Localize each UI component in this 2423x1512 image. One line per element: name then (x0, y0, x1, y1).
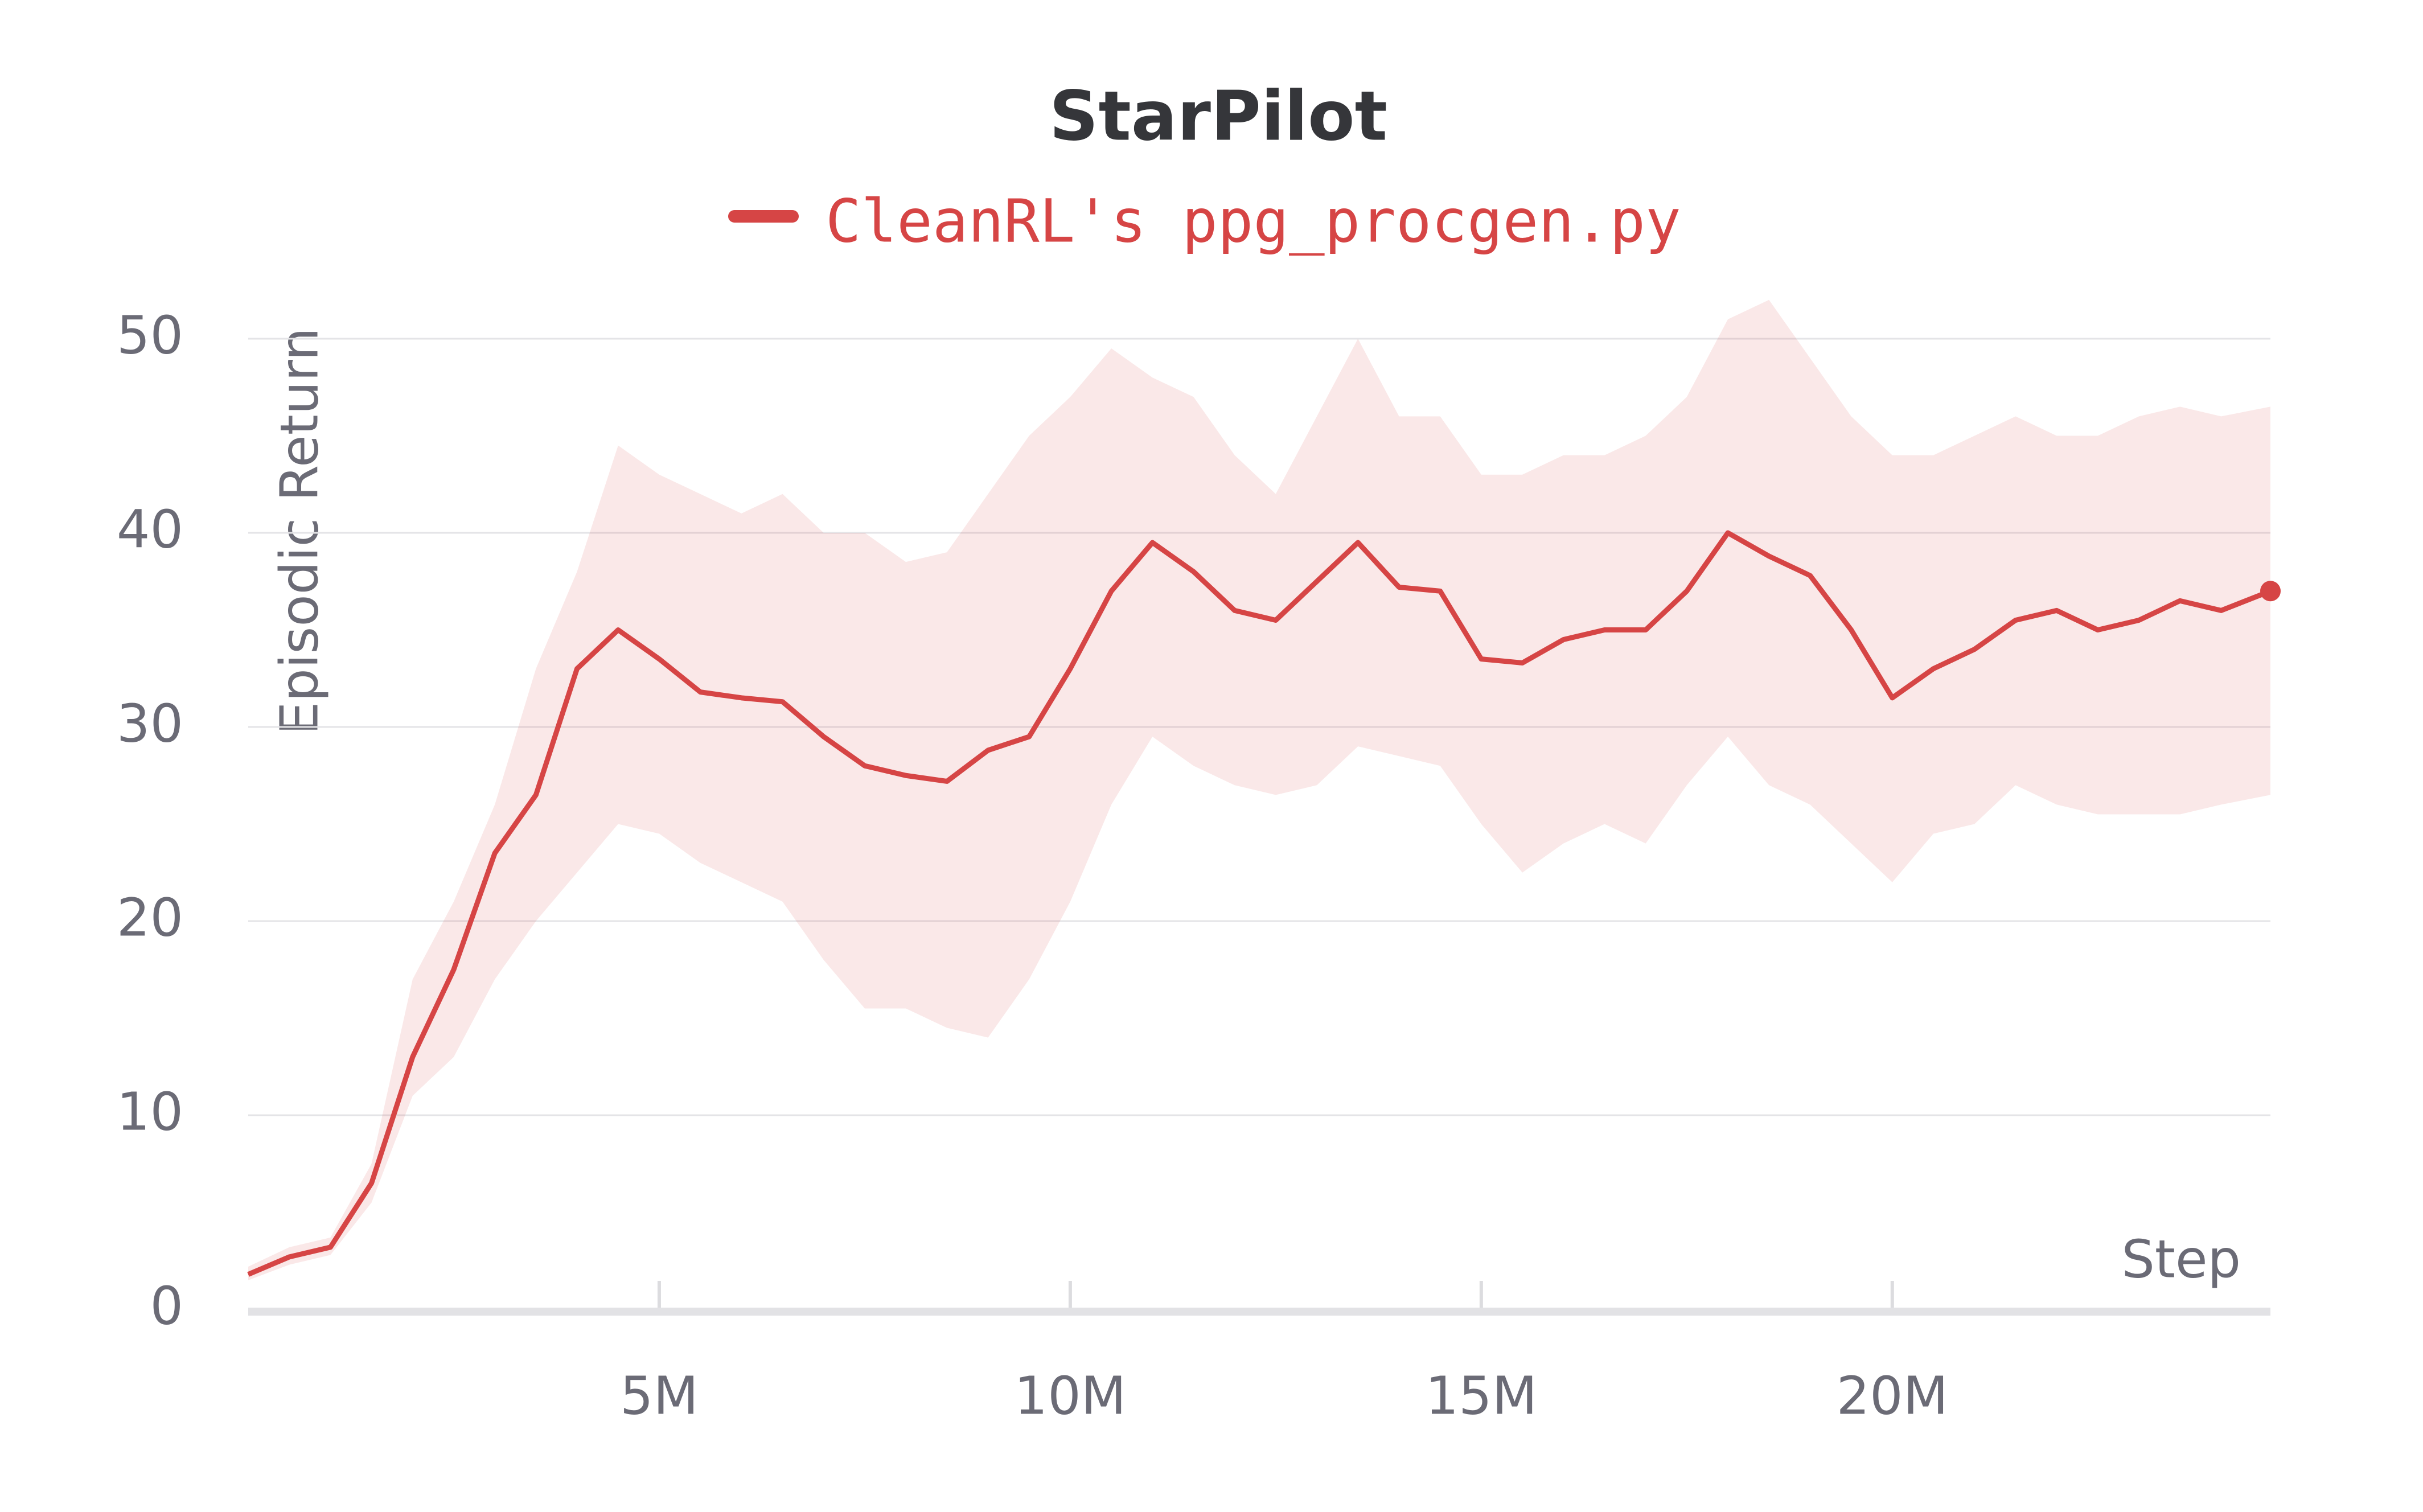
x-tick-label: 15M (1426, 1365, 1537, 1426)
x-tick-label: 5M (620, 1365, 699, 1426)
y-tick-label: 30 (117, 693, 183, 754)
x-tick-label: 10M (1015, 1365, 1126, 1426)
legend-label: CleanRL's ppg_procgen.py (826, 186, 1681, 256)
x-tick-label: 20M (1837, 1365, 1948, 1426)
y-tick-label: 20 (117, 887, 183, 948)
x-axis-label: Step (2122, 1228, 2241, 1289)
y-tick-label: 10 (117, 1081, 183, 1142)
end-point (2260, 581, 2281, 602)
y-axis-label: Episodic Return (269, 327, 330, 734)
line (247, 530, 2272, 1277)
chart-title: StarPilot (1049, 77, 1387, 157)
y-tick-label: 0 (150, 1275, 183, 1336)
y-tick-label: 50 (117, 305, 183, 365)
confidence-band (248, 299, 2270, 1280)
legend: CleanRL's ppg_procgen.py (728, 186, 1681, 256)
y-tick-label: 40 (117, 499, 183, 560)
